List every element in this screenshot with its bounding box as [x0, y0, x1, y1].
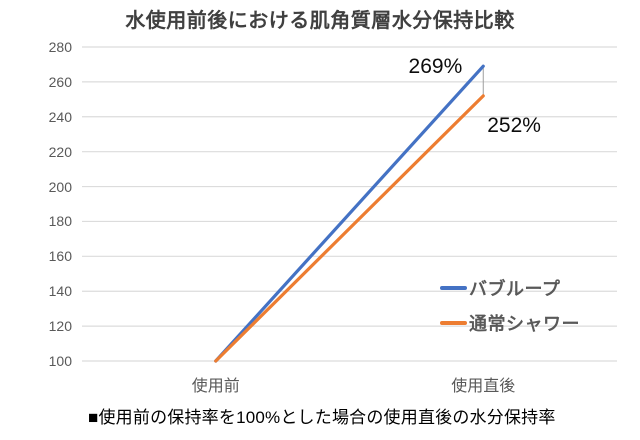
- y-tick-label: 280: [48, 39, 72, 55]
- y-tick-label: 100: [48, 353, 72, 369]
- legend-line-orange-icon: [440, 320, 467, 325]
- legend-item-normal-shower: 通常シャワー: [440, 305, 580, 340]
- y-tick-label: 220: [48, 143, 72, 160]
- series-line-1: [214, 94, 485, 363]
- y-tick-label: 260: [48, 73, 72, 90]
- y-tick-label: 160: [48, 248, 72, 265]
- legend-label-normal-shower: 通常シャワー: [469, 313, 580, 334]
- y-tick-label: 120: [48, 318, 72, 335]
- x-category-label: 使用直後: [451, 378, 516, 395]
- y-tick-label: 180: [48, 213, 72, 230]
- legend-item-bubbloop: バブループ: [440, 270, 580, 305]
- series-line-0: [214, 64, 485, 363]
- legend: バブループ 通常シャワー: [440, 270, 580, 340]
- chart-title: 水使用前後における肌角質層水分保持比較: [125, 10, 515, 32]
- data-label-0: 269%: [408, 55, 463, 79]
- data-label-1: 252%: [487, 113, 541, 137]
- chart-caption: ■使用前の保持率を100%とした場合の使用直後の水分保持率: [88, 408, 556, 427]
- y-tick-label: 200: [48, 178, 72, 195]
- y-tick-label: 140: [48, 283, 72, 300]
- x-category-label: 使用前: [191, 378, 240, 395]
- legend-line-blue-icon: [440, 285, 467, 290]
- legend-label-bubbloop: バブループ: [469, 278, 561, 299]
- y-tick-label: 240: [48, 108, 72, 125]
